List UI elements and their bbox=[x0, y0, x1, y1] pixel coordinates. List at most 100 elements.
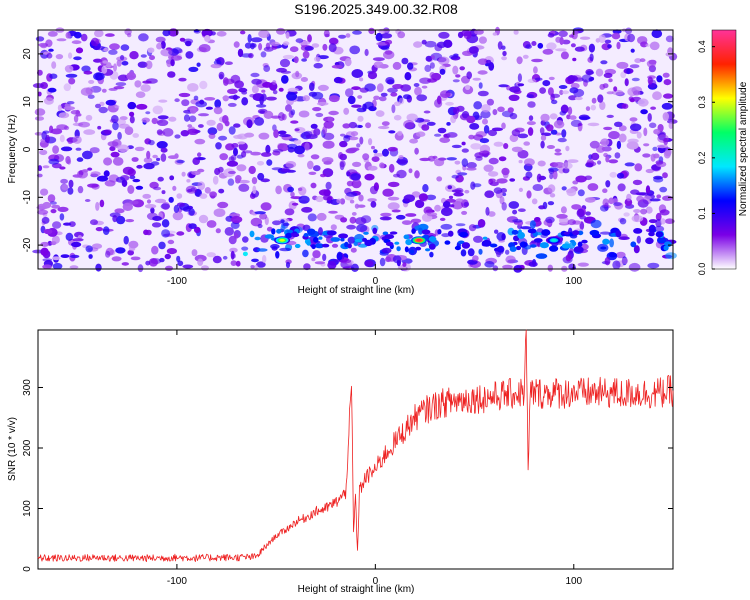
figure-title: S196.2025.349.00.32.R08 bbox=[294, 1, 458, 17]
heatmap-cell bbox=[94, 29, 104, 38]
heatmap-cell bbox=[124, 28, 132, 36]
heatmap-cell bbox=[231, 143, 239, 148]
heatmap-cell bbox=[328, 95, 340, 103]
heatmap-cell bbox=[546, 145, 556, 149]
heatmap-cell bbox=[173, 204, 180, 213]
heatmap-cell bbox=[413, 83, 420, 87]
heatmap-cell bbox=[483, 125, 490, 134]
heatmap-cell bbox=[122, 202, 133, 211]
heatmap-cell bbox=[526, 190, 532, 199]
heatmap-cell bbox=[166, 248, 177, 255]
heatmap-cell bbox=[539, 242, 549, 249]
heatmap-cell bbox=[127, 101, 137, 110]
heatmap-cell bbox=[546, 124, 554, 132]
heatmap-cell bbox=[441, 207, 453, 217]
heatmap-cell bbox=[461, 111, 470, 119]
heatmap-cell bbox=[434, 158, 445, 167]
heatmap-cell bbox=[304, 142, 310, 152]
heatmap-cell bbox=[640, 109, 648, 115]
heatmap-cell bbox=[325, 181, 332, 190]
heatmap-cell bbox=[602, 188, 608, 193]
heatmap-cell bbox=[413, 41, 423, 48]
heatmap-cell bbox=[438, 31, 450, 39]
heatmap-cell bbox=[99, 199, 105, 208]
heatmap-cell bbox=[87, 167, 93, 171]
heatmap-cell bbox=[290, 120, 299, 124]
heatmap-cell bbox=[45, 39, 53, 48]
heatmap-cell bbox=[196, 62, 201, 67]
heatmap-cell bbox=[434, 133, 442, 137]
heatmap-cell bbox=[102, 60, 108, 64]
heatmap-cell bbox=[167, 155, 179, 160]
heatmap-cell bbox=[424, 40, 437, 48]
heatmap-cell bbox=[206, 220, 217, 228]
heatmap-cell bbox=[379, 257, 386, 267]
heatmap-cell bbox=[631, 77, 640, 82]
heatmap-cell bbox=[197, 181, 206, 191]
heatmap-cell bbox=[270, 41, 280, 47]
heatmap-cell bbox=[65, 73, 78, 78]
heatmap-cell bbox=[375, 32, 383, 42]
heatmap-cell bbox=[648, 224, 656, 234]
heatmap-cell bbox=[227, 102, 237, 107]
heatmap-cell bbox=[181, 171, 186, 177]
heatmap-cell bbox=[439, 137, 451, 144]
heatmap-cell bbox=[411, 228, 416, 234]
heatmap-cell bbox=[49, 125, 54, 134]
heatmap-cell bbox=[612, 198, 619, 204]
heatmap-cell bbox=[662, 195, 673, 201]
heatmap-cell bbox=[287, 87, 299, 92]
heatmap-cell bbox=[282, 54, 295, 60]
heatmap-cell bbox=[183, 38, 194, 44]
heatmap-cell bbox=[621, 103, 629, 109]
heatmap-cell bbox=[456, 105, 465, 112]
heatmap-cell bbox=[551, 99, 558, 105]
heatmap-cell bbox=[496, 178, 508, 184]
heatmap-cell bbox=[639, 58, 646, 63]
heatmap-cell bbox=[88, 79, 95, 84]
heatmap-cell bbox=[492, 265, 499, 272]
heatmap-cell bbox=[387, 146, 398, 152]
heatmap-cell bbox=[145, 60, 153, 70]
heatmap-cell bbox=[129, 51, 139, 60]
heatmap-cell bbox=[156, 119, 169, 127]
heatmap-cell bbox=[120, 54, 125, 61]
heatmap-cell bbox=[364, 239, 373, 247]
heatmap-cell bbox=[489, 243, 498, 248]
heatmap-cell bbox=[246, 119, 253, 129]
heatmap-cell bbox=[229, 247, 238, 253]
heatmap-cell bbox=[364, 48, 369, 57]
heatmap-cell bbox=[237, 141, 246, 145]
heatmap-cell bbox=[656, 144, 669, 149]
heatmap-cell bbox=[37, 91, 42, 97]
heatmap-cell bbox=[311, 257, 316, 262]
heatmap-cell bbox=[466, 162, 477, 169]
heatmap-cell bbox=[42, 165, 50, 169]
heatmap-cell bbox=[331, 243, 339, 248]
heatmap-cell bbox=[145, 260, 151, 266]
heatmap-cell bbox=[630, 48, 635, 53]
heatmap-cell bbox=[477, 90, 489, 97]
heatmap-cell bbox=[598, 34, 606, 43]
heatmap-cell bbox=[112, 215, 118, 223]
heatmap-cell bbox=[198, 113, 209, 117]
heatmap-cell bbox=[303, 233, 309, 237]
heatmap-cell bbox=[527, 101, 536, 108]
heatmap-cell bbox=[156, 157, 161, 162]
heatmap-cell bbox=[215, 228, 221, 234]
heatmap-cell bbox=[518, 159, 523, 164]
heatmap-cell bbox=[156, 129, 163, 135]
heatmap-cell bbox=[63, 222, 72, 226]
heatmap-cell bbox=[308, 171, 317, 175]
heatmap-cell bbox=[251, 85, 259, 94]
heatmap-cell bbox=[600, 246, 607, 250]
heatmap-cell bbox=[404, 72, 412, 81]
heatmap-cell bbox=[174, 98, 180, 103]
heatmap-cell bbox=[80, 33, 88, 42]
heatmap-cell bbox=[134, 146, 145, 152]
heatmap-cell bbox=[573, 246, 584, 253]
heatmap-cell bbox=[597, 160, 602, 165]
heatmap-cell bbox=[63, 106, 75, 111]
heatmap-cell bbox=[415, 246, 422, 251]
heatmap-cell bbox=[152, 216, 163, 221]
